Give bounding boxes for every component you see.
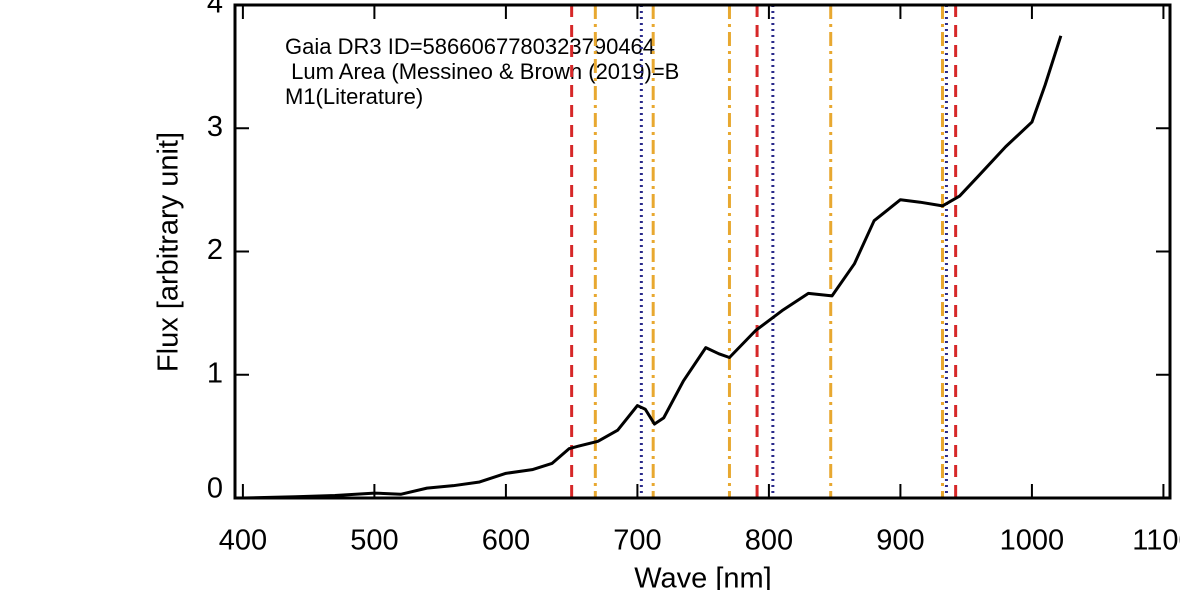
x-axis-label: Wave [nm] <box>634 563 772 590</box>
x-tick-label: 600 <box>482 525 530 557</box>
x-tick-label: 800 <box>745 525 793 557</box>
annotation: M1(Literature) <box>285 84 423 109</box>
y-tick-label: 0 <box>207 473 223 505</box>
x-tick-label: 700 <box>613 525 661 557</box>
y-tick-label: 3 <box>207 111 223 143</box>
x-tick-label: 400 <box>219 525 267 557</box>
y-axis-label: Flux [arbitrary unit] <box>153 132 185 372</box>
y-tick-label: 4 <box>207 0 223 20</box>
x-tick-label: 900 <box>876 525 924 557</box>
y-tick-label: 2 <box>207 234 223 266</box>
spectrum-line <box>242 35 1063 500</box>
x-tick-label: 1000 <box>1000 525 1065 557</box>
x-tick-label: 500 <box>350 525 398 557</box>
plot-frame <box>233 3 1172 500</box>
y-tick-label: 1 <box>207 357 223 389</box>
annotation: Gaia DR3 ID=5866067780323790464 <box>285 34 655 59</box>
annotation: Lum Area (Messineo & Brown (2019)=B <box>285 59 679 84</box>
